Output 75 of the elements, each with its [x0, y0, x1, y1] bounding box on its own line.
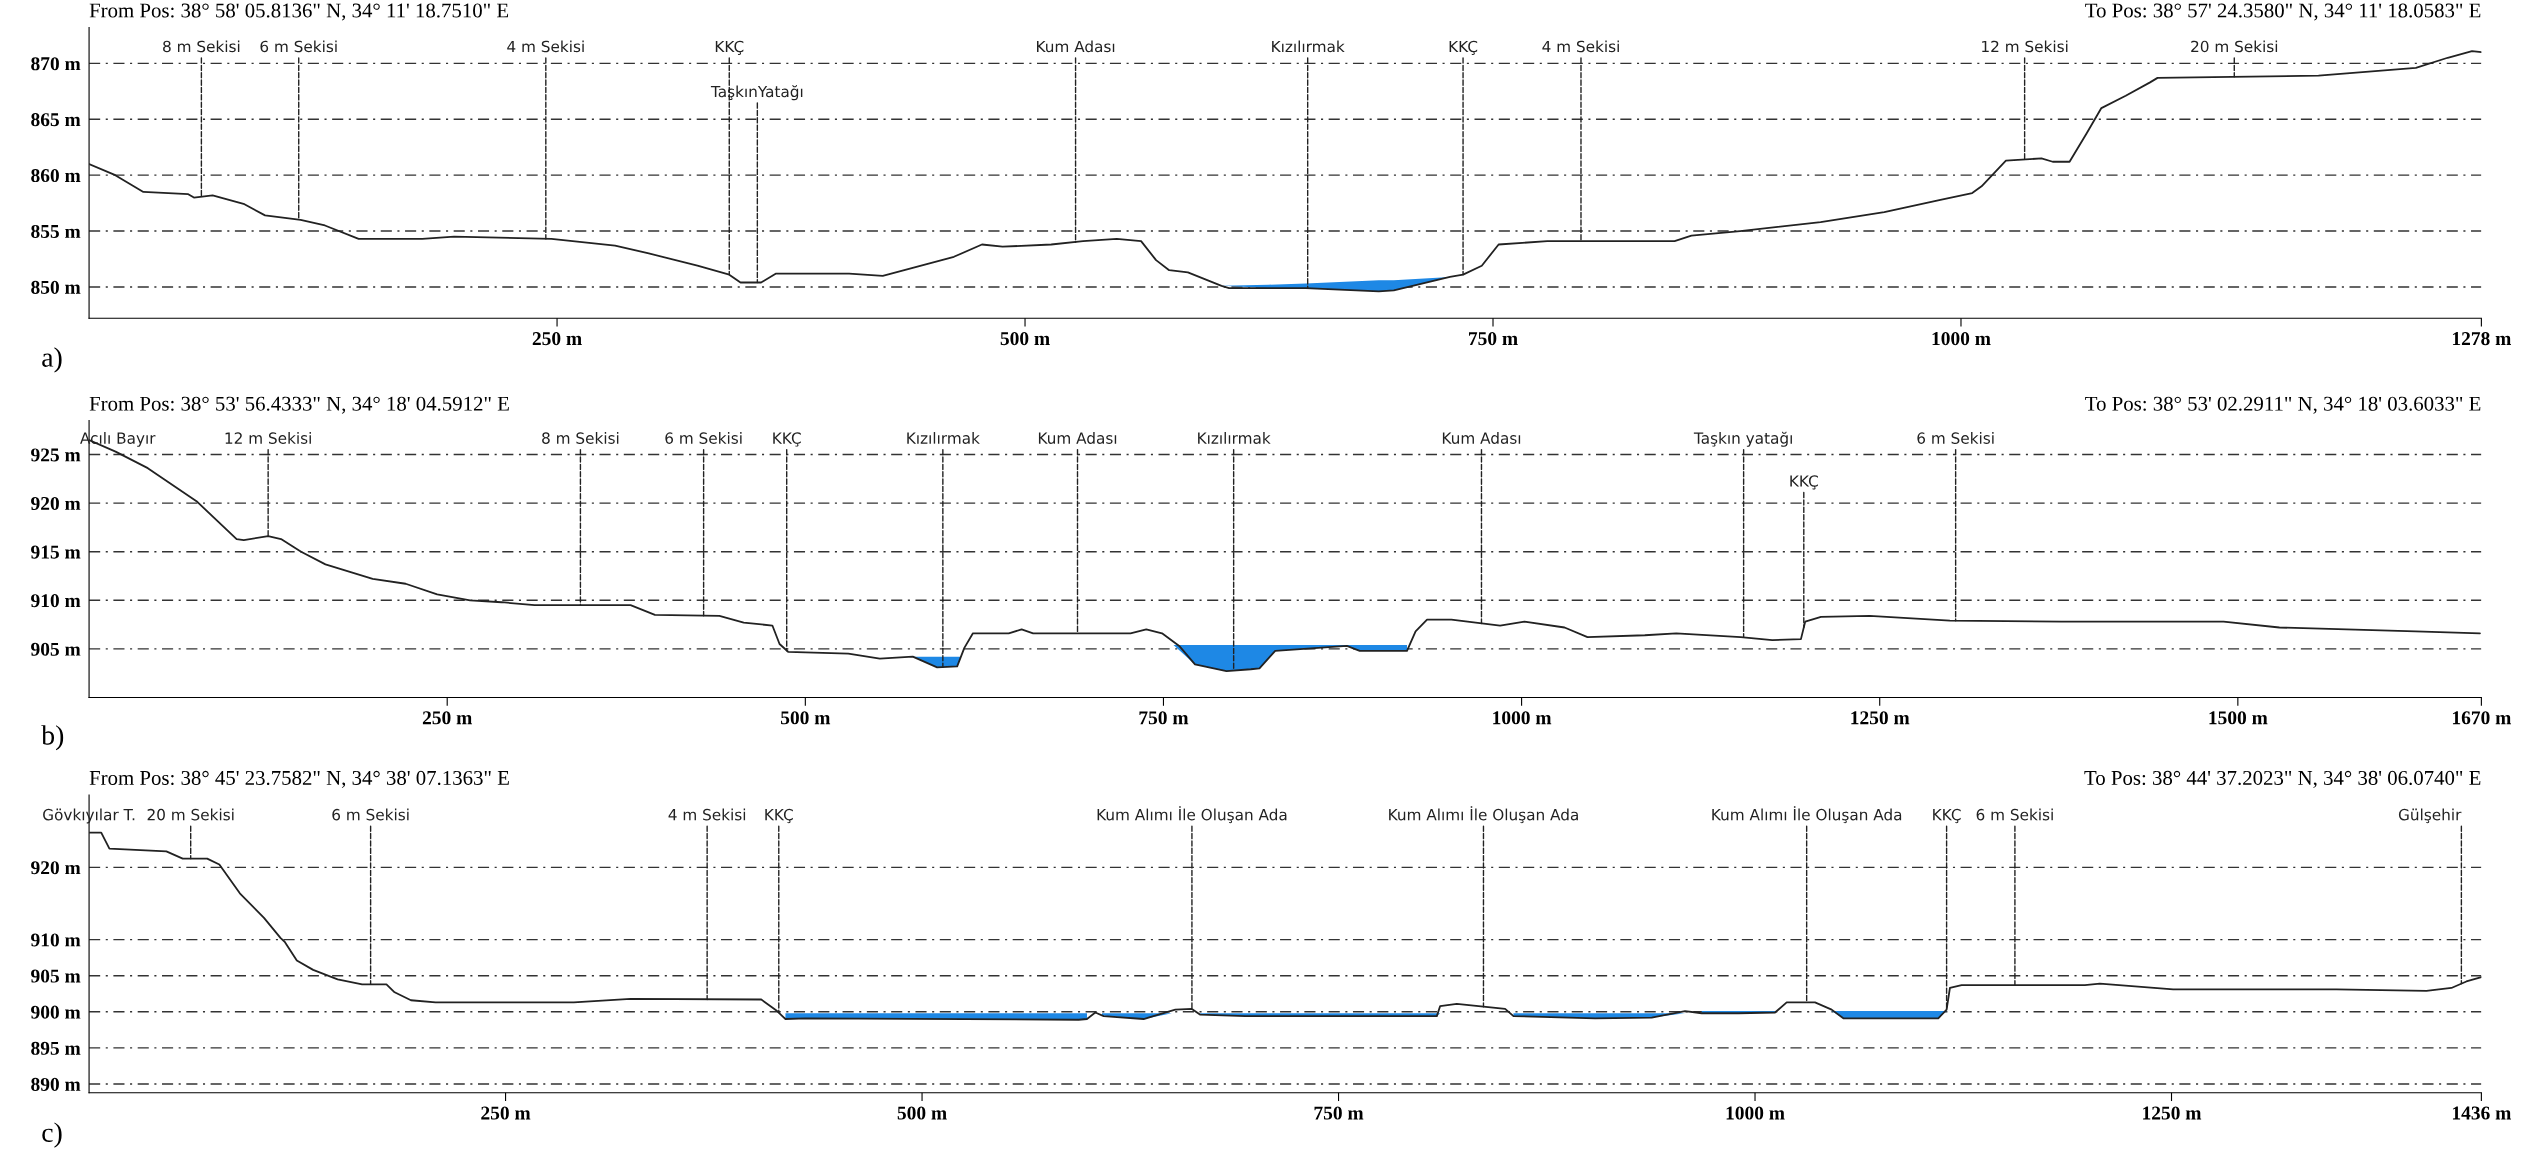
y-tick-label: 920 m: [31, 496, 81, 511]
annotation: 12 m Sekisi: [1982, 40, 2068, 53]
text: From Pos: 38° 45' 23.7582" N, 34° 38' 07.1363" E: [89, 770, 509, 788]
annotation: Gülşehir: [2398, 808, 2462, 824]
annotation: 12 m Sekisi: [225, 432, 311, 444]
x-tick-label: 1000 m: [1932, 332, 1991, 346]
x-tick-label: 1436 m: [2452, 1106, 2512, 1120]
annotation: 6 m Sekisi: [665, 432, 742, 444]
y-tick-label: 910 m: [31, 594, 81, 608]
text: From Pos: 38° 53' 56.4333" N, 34° 18' 04.5912" E: [89, 396, 509, 414]
x-tick-label: 1000 m: [1726, 1106, 1785, 1120]
annotation: Kum Adası: [1037, 40, 1115, 53]
annotation: Kum Alımı İle Oluşan Ada: [1389, 806, 1578, 824]
annotation: 6 m Sekisi: [260, 40, 337, 53]
annotation: TaşkınYatağı: [710, 85, 803, 101]
x-tick-label: 1250 m: [1851, 711, 1910, 725]
annotation: Taşkın yatağı: [1693, 431, 1792, 447]
x-tick-label: 1500 m: [2209, 711, 2268, 725]
annotation: 4 m Sekisi: [1542, 40, 1619, 53]
annotation: KKÇ: [1449, 40, 1478, 55]
x-tick-label: 500 m: [897, 1106, 947, 1120]
x-tick-label: 1278 m: [2452, 332, 2512, 346]
annotation: Kum Adası: [1038, 432, 1117, 444]
y-tick-label: 850 m: [31, 280, 81, 294]
x-tick-label: 500 m: [781, 711, 831, 725]
text: b): [41, 725, 64, 751]
x-tick-label: 500 m: [1000, 332, 1050, 346]
annotation: 4 m Sekisi: [668, 808, 746, 821]
annotation: Kızılırmak: [907, 432, 980, 444]
text: a): [42, 347, 62, 373]
x-tick-label: 750 m: [1469, 332, 1518, 346]
y-tick-label: 865 m: [31, 113, 81, 127]
annotation: KKÇ: [773, 432, 801, 447]
x-tick-label: 750 m: [1314, 1106, 1364, 1120]
annotation: KKÇ: [715, 40, 744, 55]
text: From Pos: 38° 58' 05.8136" N, 34° 11' 18.7510" E: [89, 3, 509, 21]
annotation: Kızılırmak: [1198, 432, 1271, 444]
y-tick-label: 915 m: [31, 545, 81, 559]
y-tick-label: 870 m: [31, 57, 81, 71]
x-tick-label: 250 m: [532, 332, 582, 346]
x-tick-label: 750 m: [1139, 711, 1189, 725]
text: To Pos: 38° 53' 02.2911" N, 34° 18' 03.6033" E: [2085, 396, 2481, 414]
annotation: 8 m Sekisi: [163, 40, 240, 53]
y-tick-label: 920 m: [31, 861, 81, 875]
annotation: 20 m Sekisi: [2191, 40, 2278, 53]
annotation: 6 m Sekisi: [1917, 432, 1994, 444]
y-tick-label: 905 m: [31, 969, 81, 983]
x-tick-label: 250 m: [422, 711, 472, 725]
y-tick-label: 855 m: [31, 224, 81, 238]
x-tick-label: 1250 m: [2143, 1106, 2202, 1120]
annotation: 6 m Sekisi: [332, 808, 409, 821]
y-tick-label: 860 m: [31, 168, 81, 183]
x-tick-label: 250 m: [481, 1106, 531, 1120]
annotation: Kum Alımı İle Oluşan Ada: [1712, 806, 1902, 824]
annotation: KKÇ: [1790, 475, 1818, 490]
y-tick-label: 905 m: [31, 642, 81, 656]
y-tick-label: 925 m: [31, 448, 81, 462]
y-tick-label: 895 m: [31, 1041, 81, 1055]
text: To Pos: 38° 57' 24.3580" N, 34° 11' 18.0583" E: [2085, 3, 2481, 21]
annotation: Kum Adası: [1442, 432, 1521, 444]
y-tick-label: 910 m: [31, 933, 81, 947]
x-tick-label: 1670 m: [2452, 711, 2512, 725]
annotation: Kızılırmak: [1272, 40, 1345, 53]
annotation: 6 m Sekisi: [1976, 808, 2053, 821]
annotation: 8 m Sekisi: [542, 432, 619, 444]
annotation: Kum Alımı İle Oluşan Ada: [1097, 806, 1287, 824]
annotation: 20 m Sekisi: [147, 808, 234, 821]
annotation: KKÇ: [765, 808, 793, 824]
text: c): [42, 1122, 62, 1148]
text: To Pos: 38° 44' 37.2023" N, 34° 38' 06.0740" E: [2084, 770, 2481, 788]
x-tick-label: 1000 m: [1493, 711, 1552, 725]
annotation: 4 m Sekisi: [507, 40, 584, 53]
y-tick-label: 900 m: [31, 1005, 81, 1019]
y-tick-label: 890 m: [31, 1077, 81, 1091]
annotation: KKÇ: [1933, 808, 1961, 824]
